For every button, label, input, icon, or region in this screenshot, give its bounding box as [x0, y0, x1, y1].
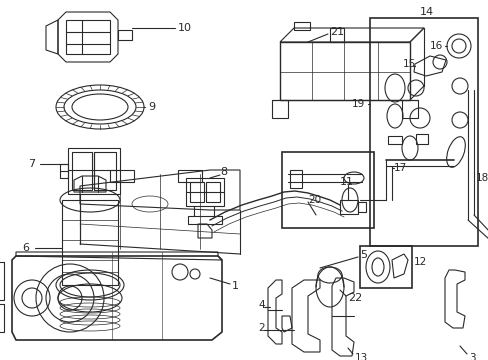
Bar — [282, 152, 373, 228]
Text: 10: 10 — [178, 23, 192, 33]
Text: 16: 16 — [429, 41, 442, 51]
Text: 12: 12 — [413, 257, 427, 267]
Text: 6: 6 — [22, 243, 29, 253]
Text: 13: 13 — [354, 353, 367, 360]
Bar — [62, 200, 118, 285]
Text: 19: 19 — [351, 99, 365, 109]
Text: 14: 14 — [419, 7, 433, 17]
Text: 7: 7 — [28, 159, 35, 169]
Bar — [415, 134, 427, 144]
Bar — [329, 28, 343, 42]
Bar — [190, 182, 203, 202]
Text: 17: 17 — [393, 163, 407, 173]
Text: 11: 11 — [339, 177, 353, 187]
Bar — [289, 170, 302, 188]
Text: 21: 21 — [329, 27, 344, 37]
Bar — [387, 136, 401, 144]
Text: 1: 1 — [231, 281, 239, 291]
Text: 2: 2 — [258, 323, 264, 333]
Text: 3: 3 — [468, 353, 475, 360]
Bar — [369, 18, 477, 246]
Text: 9: 9 — [148, 102, 155, 112]
Bar — [357, 202, 365, 212]
Text: 4: 4 — [258, 300, 264, 310]
Text: 5: 5 — [359, 250, 366, 260]
Bar — [66, 20, 110, 54]
Text: 18: 18 — [475, 173, 488, 183]
Bar — [339, 200, 357, 214]
Text: 22: 22 — [347, 293, 362, 303]
Bar — [359, 246, 411, 288]
Bar — [178, 170, 202, 182]
Bar — [280, 42, 409, 100]
Bar — [94, 152, 116, 190]
Text: 8: 8 — [220, 167, 226, 177]
Bar — [185, 178, 224, 206]
Bar — [293, 22, 309, 30]
Bar — [110, 170, 134, 182]
Bar — [72, 152, 92, 190]
Text: 20: 20 — [307, 195, 321, 205]
Bar — [205, 182, 220, 202]
Bar — [68, 148, 120, 194]
Text: 15: 15 — [402, 59, 415, 69]
